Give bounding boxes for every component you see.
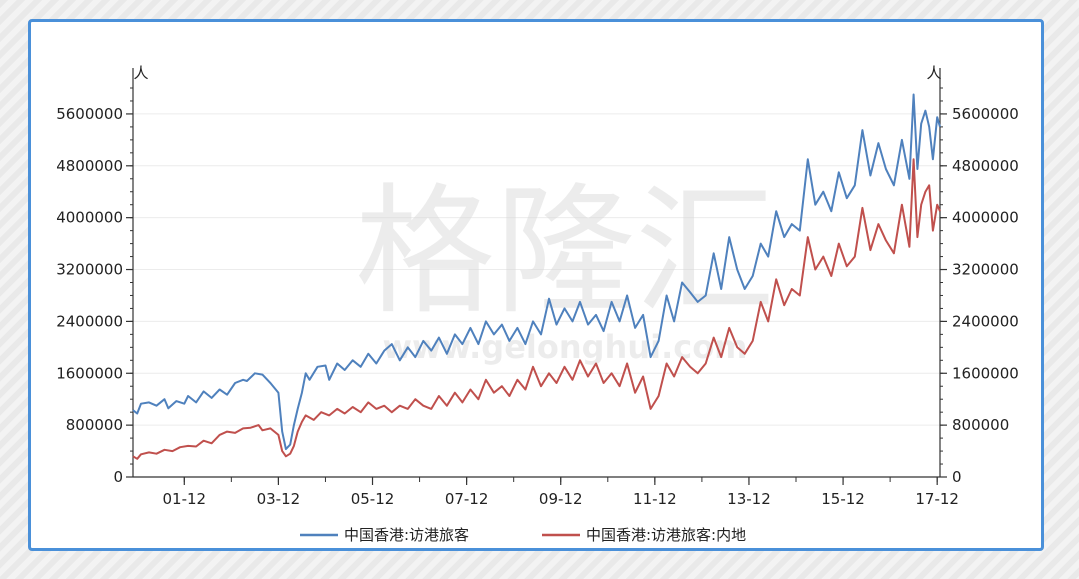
y-tick-label-right: 1600000: [952, 364, 1019, 382]
left-axis-unit: 人: [133, 64, 148, 82]
y-tick-label-left: 4800000: [56, 157, 123, 175]
x-tick-label: 17-12: [915, 490, 959, 508]
watermark-brand: 格隆汇: [355, 171, 775, 334]
x-tick-label: 15-12: [821, 490, 865, 508]
y-tick-label-right: 5600000: [952, 105, 1019, 123]
right-axis-unit: 人: [926, 64, 941, 82]
x-tick-label: 09-12: [539, 490, 583, 508]
y-tick-label-left: 3200000: [56, 261, 123, 279]
y-tick-label-left: 0: [113, 468, 123, 486]
watermark: 格隆汇 www.gelonghui.com: [355, 171, 775, 366]
y-tick-label-right: 3200000: [952, 261, 1019, 279]
series-line-2: [132, 158, 941, 460]
y-tick-label-right: 0: [952, 468, 962, 486]
x-tick-label: 01-12: [162, 490, 206, 508]
y-tick-label-right: 4000000: [952, 209, 1019, 227]
legend-label-1: 中国香港:访港旅客: [344, 526, 469, 544]
y-tick-label-left: 4000000: [56, 209, 123, 227]
axes: 0 0 800000 800000 1600000 1600000 2400000 24000…: [56, 68, 1019, 508]
x-tick-label: 03-12: [257, 490, 301, 508]
grid: [133, 113, 940, 426]
y-tick-label-right: 800000: [952, 416, 1009, 434]
y-tick-label-left: 2400000: [56, 312, 123, 330]
series-line-1: [132, 93, 941, 451]
x-tick-label: 07-12: [445, 490, 489, 508]
legend-label-2: 中国香港:访港旅客:内地: [586, 526, 746, 544]
y-tick-label-left: 5600000: [56, 105, 123, 123]
x-tick-label: 05-12: [351, 490, 395, 508]
y-tick-label-left: 800000: [66, 416, 123, 434]
y-tick-label-right: 2400000: [952, 312, 1019, 330]
watermark-url: www.gelonghui.com: [382, 328, 747, 366]
x-tick-label: 13-12: [727, 490, 771, 508]
y-tick-label-left: 1600000: [56, 364, 123, 382]
x-tick-label: 11-12: [633, 490, 677, 508]
legend: 中国香港:访港旅客 中国香港:访港旅客:内地: [300, 526, 746, 544]
y-tick-label-right: 4800000: [952, 157, 1019, 175]
chart-frame: [28, 19, 1044, 551]
series: [132, 93, 941, 460]
